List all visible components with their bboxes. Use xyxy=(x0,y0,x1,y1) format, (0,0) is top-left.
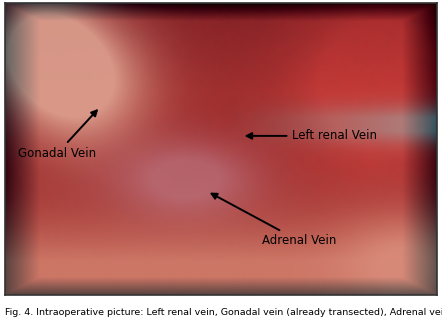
Text: Fig. 4. Intraoperative picture: Left renal vein, Gonadal vein (already transecte: Fig. 4. Intraoperative picture: Left ren… xyxy=(5,308,442,317)
Text: Adrenal Vein: Adrenal Vein xyxy=(212,193,336,247)
Text: Left renal Vein: Left renal Vein xyxy=(247,130,377,143)
Text: Gonadal Vein: Gonadal Vein xyxy=(18,111,97,160)
